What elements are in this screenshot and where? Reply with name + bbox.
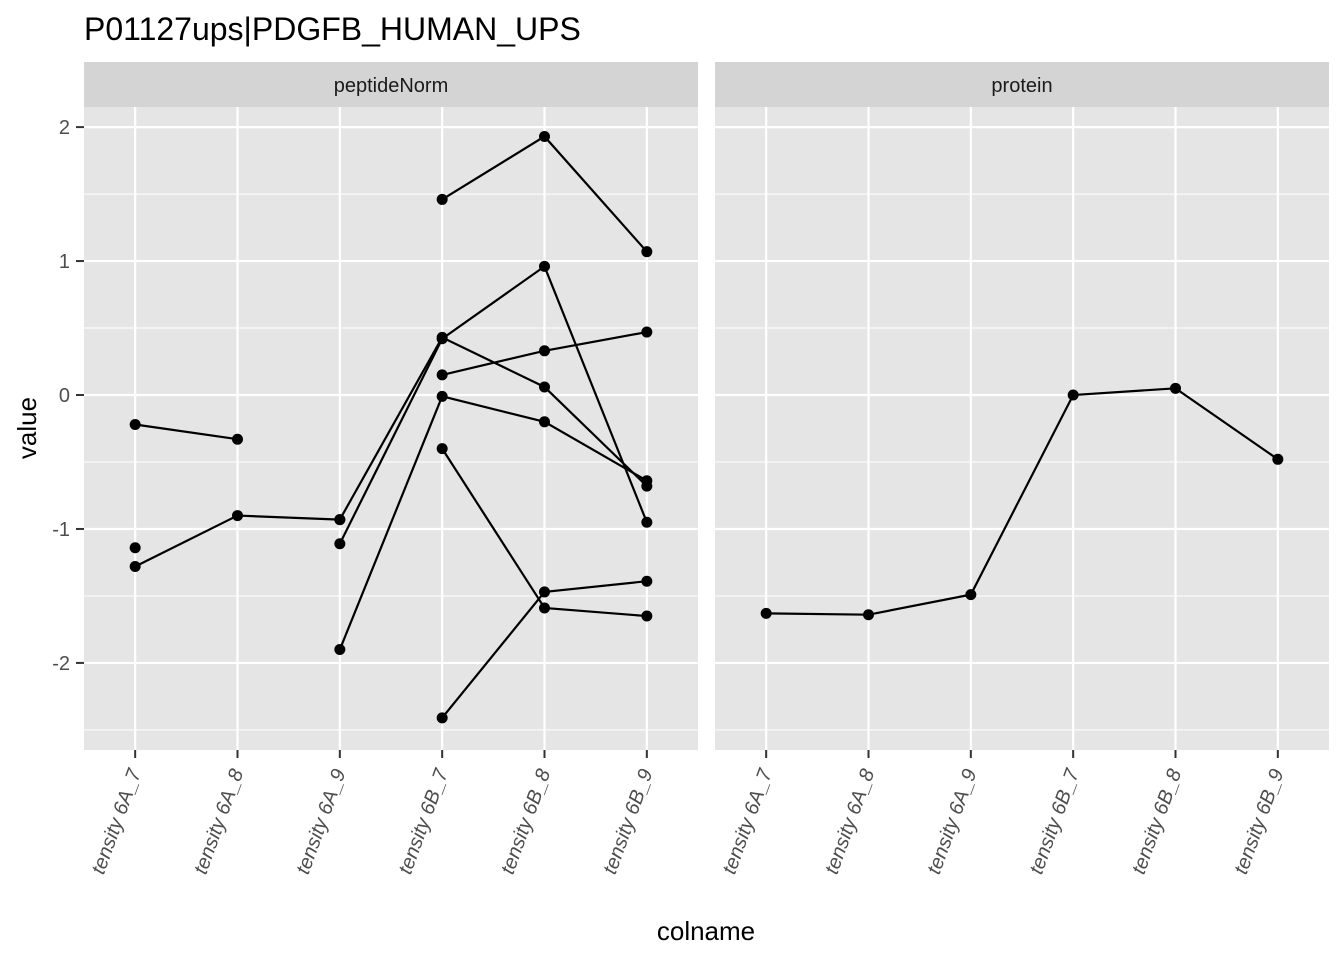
x-tick-label-tensity-6b-9: tensity 6B_9	[599, 766, 657, 877]
data-point	[436, 193, 448, 205]
y-axis-title: value	[12, 397, 42, 459]
x-tick-label-tensity-6b-7: tensity 6B_7	[1026, 765, 1085, 877]
data-point	[539, 130, 550, 142]
facet-panel-peptidenorm: peptideNorm	[84, 62, 698, 750]
data-point	[436, 443, 448, 455]
series-line	[766, 387, 1279, 616]
x-axis-title: colname	[657, 916, 755, 946]
y-tick-label: 1	[59, 251, 70, 273]
x-tick-label-tensity-6a-9: tensity 6A_9	[923, 766, 981, 877]
data-point	[129, 560, 141, 572]
y-tick-label: 2	[59, 117, 70, 139]
facet-strip	[715, 62, 1329, 107]
x-tick-label-tensity-6b-8: tensity 6B_8	[497, 766, 555, 877]
data-point	[1170, 382, 1181, 394]
data-point	[965, 589, 977, 601]
chart-title: P01127ups|PDGFB_HUMAN_UPS	[84, 11, 581, 47]
data-point	[641, 326, 653, 338]
data-point	[641, 575, 653, 587]
data-point	[539, 345, 550, 357]
data-point	[334, 514, 346, 526]
y-tick-label: -2	[52, 653, 70, 675]
facet-strip-label: peptideNorm	[334, 75, 449, 97]
series-line	[338, 395, 648, 650]
facet-strip	[84, 62, 698, 107]
data-point	[436, 390, 448, 402]
data-point	[334, 538, 346, 550]
facet-panel-protein: protein	[715, 62, 1329, 750]
data-point	[129, 542, 141, 554]
data-point	[641, 610, 653, 622]
data-point	[539, 602, 550, 614]
x-tick-label-tensity-6a-7: tensity 6A_7	[88, 765, 147, 877]
data-point	[539, 586, 550, 598]
panel-background	[715, 107, 1329, 750]
x-tick-label-tensity-6b-8: tensity 6B_8	[1128, 766, 1186, 877]
data-point	[863, 609, 874, 621]
data-point	[129, 418, 141, 430]
series-line	[135, 423, 238, 441]
data-point	[436, 712, 448, 724]
x-tick-label-tensity-6a-9: tensity 6A_9	[292, 766, 350, 877]
data-point	[539, 260, 550, 272]
data-point	[1067, 389, 1079, 401]
data-point	[232, 433, 243, 445]
x-tick-label-tensity-6b-9: tensity 6B_9	[1230, 766, 1288, 877]
y-tick-label: -1	[52, 519, 70, 541]
x-tick-label-tensity-6b-7: tensity 6B_7	[395, 765, 454, 877]
data-point	[1272, 453, 1284, 465]
x-tick-label-tensity-6a-8: tensity 6A_8	[190, 766, 248, 877]
facet-strip-label: protein	[991, 75, 1052, 97]
x-tick-label-tensity-6a-8: tensity 6A_8	[821, 766, 879, 877]
data-point	[232, 510, 243, 522]
data-point	[539, 416, 550, 428]
x-tick-label-tensity-6a-7: tensity 6A_7	[719, 765, 778, 877]
y-axis: -2 -1 0 1 2	[52, 117, 84, 675]
data-point	[334, 644, 346, 656]
data-point	[641, 246, 653, 258]
x-axis: tensity 6A_7 tensity 6A_8 tensity 6A_9 tens…	[88, 750, 1289, 877]
data-point	[641, 516, 653, 528]
data-point	[760, 607, 772, 619]
series-line	[338, 264, 648, 545]
data-point	[436, 369, 448, 381]
data-point	[641, 475, 653, 487]
data-point	[436, 331, 448, 343]
data-point	[539, 381, 550, 393]
y-tick-label: 0	[59, 385, 70, 407]
